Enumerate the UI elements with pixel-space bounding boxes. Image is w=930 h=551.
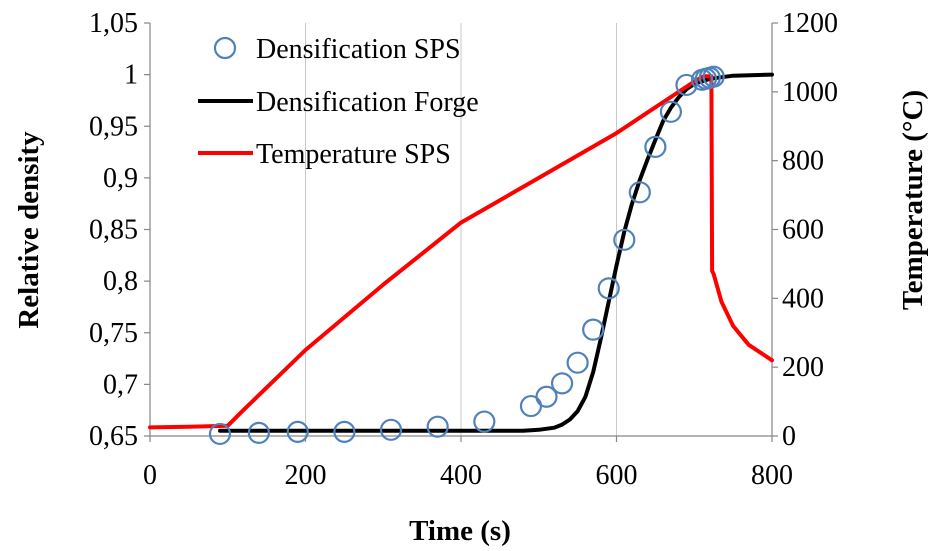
data-point-densification-sps — [644, 135, 667, 158]
data-point-densification-sps — [535, 385, 558, 408]
y-right-tick-label: 200 — [782, 352, 824, 383]
data-point-densification-sps — [286, 420, 309, 443]
y-left-tick-label: 0,95 — [89, 111, 138, 142]
series-line-temperature-sps — [148, 74, 774, 430]
data-point-densification-sps — [659, 100, 683, 123]
data-point-densification-sps — [333, 420, 356, 443]
data-point-densification-sps — [628, 181, 651, 204]
x-tick-label: 0 — [143, 460, 157, 491]
y-axis-left-title: Relative density — [13, 131, 45, 329]
y-left-tick-label: 0,65 — [89, 421, 138, 452]
data-point-densification-sps — [208, 422, 232, 446]
data-point-densification-sps — [613, 228, 636, 251]
legend: Densification SPS Densification Forge Temp… — [198, 34, 479, 170]
data-point-densification-sps — [675, 73, 698, 97]
y-axis-right-title: Temperature (°C) — [897, 90, 929, 310]
x-tick-label: 800 — [751, 460, 793, 491]
y-left-tick-label: 0,8 — [103, 266, 138, 297]
legend-label-temperature-sps: Temperature SPS — [256, 139, 451, 170]
data-point-densification-sps — [426, 415, 449, 438]
series-line-densification-forge — [218, 72, 774, 433]
y-left-tick-label: 0,85 — [89, 215, 138, 246]
y-right-tick-label: 1000 — [782, 77, 838, 108]
data-point-densification-sps — [702, 65, 725, 88]
y-left-tick-label: 0,9 — [103, 163, 138, 194]
legend-label-densification-forge: Densification Forge — [256, 87, 479, 118]
x-tick-label: 200 — [285, 460, 327, 491]
y-right-tick-label: 1200 — [782, 8, 838, 39]
y-right-tick-label: 0 — [782, 421, 796, 452]
x-tick-label: 400 — [440, 460, 482, 491]
data-point-densification-sps — [582, 318, 605, 341]
x-tick-label: 600 — [596, 460, 638, 491]
data-point-densification-sps — [473, 410, 496, 433]
data-point-densification-sps — [379, 418, 403, 441]
y-left-tick-label: 0,7 — [103, 369, 138, 400]
y-left-tick-label: 0,75 — [89, 318, 138, 349]
legend-label-densification-sps: Densification SPS — [256, 34, 461, 65]
data-point-densification-sps — [247, 421, 270, 445]
data-point-densification-sps — [519, 394, 543, 418]
data-point-densification-sps — [566, 351, 589, 374]
axes: 0,65 0,7 0,75 0,8 0,85 0,9 0,95 1 1,05 0 200 400 600… — [89, 8, 838, 491]
y-left-tick-label: 1,05 — [89, 8, 138, 39]
y-right-tick-label: 800 — [782, 146, 824, 177]
series-layer — [148, 65, 774, 446]
data-point-densification-sps — [597, 277, 620, 300]
data-point-densification-sps — [550, 372, 574, 395]
y-right-tick-label: 600 — [782, 215, 824, 246]
x-axis-title: Time (s) — [409, 515, 511, 547]
y-right-tick-label: 400 — [782, 283, 824, 314]
y-left-tick-label: 1 — [124, 60, 138, 91]
legend-marker-densification-sps — [213, 36, 237, 60]
